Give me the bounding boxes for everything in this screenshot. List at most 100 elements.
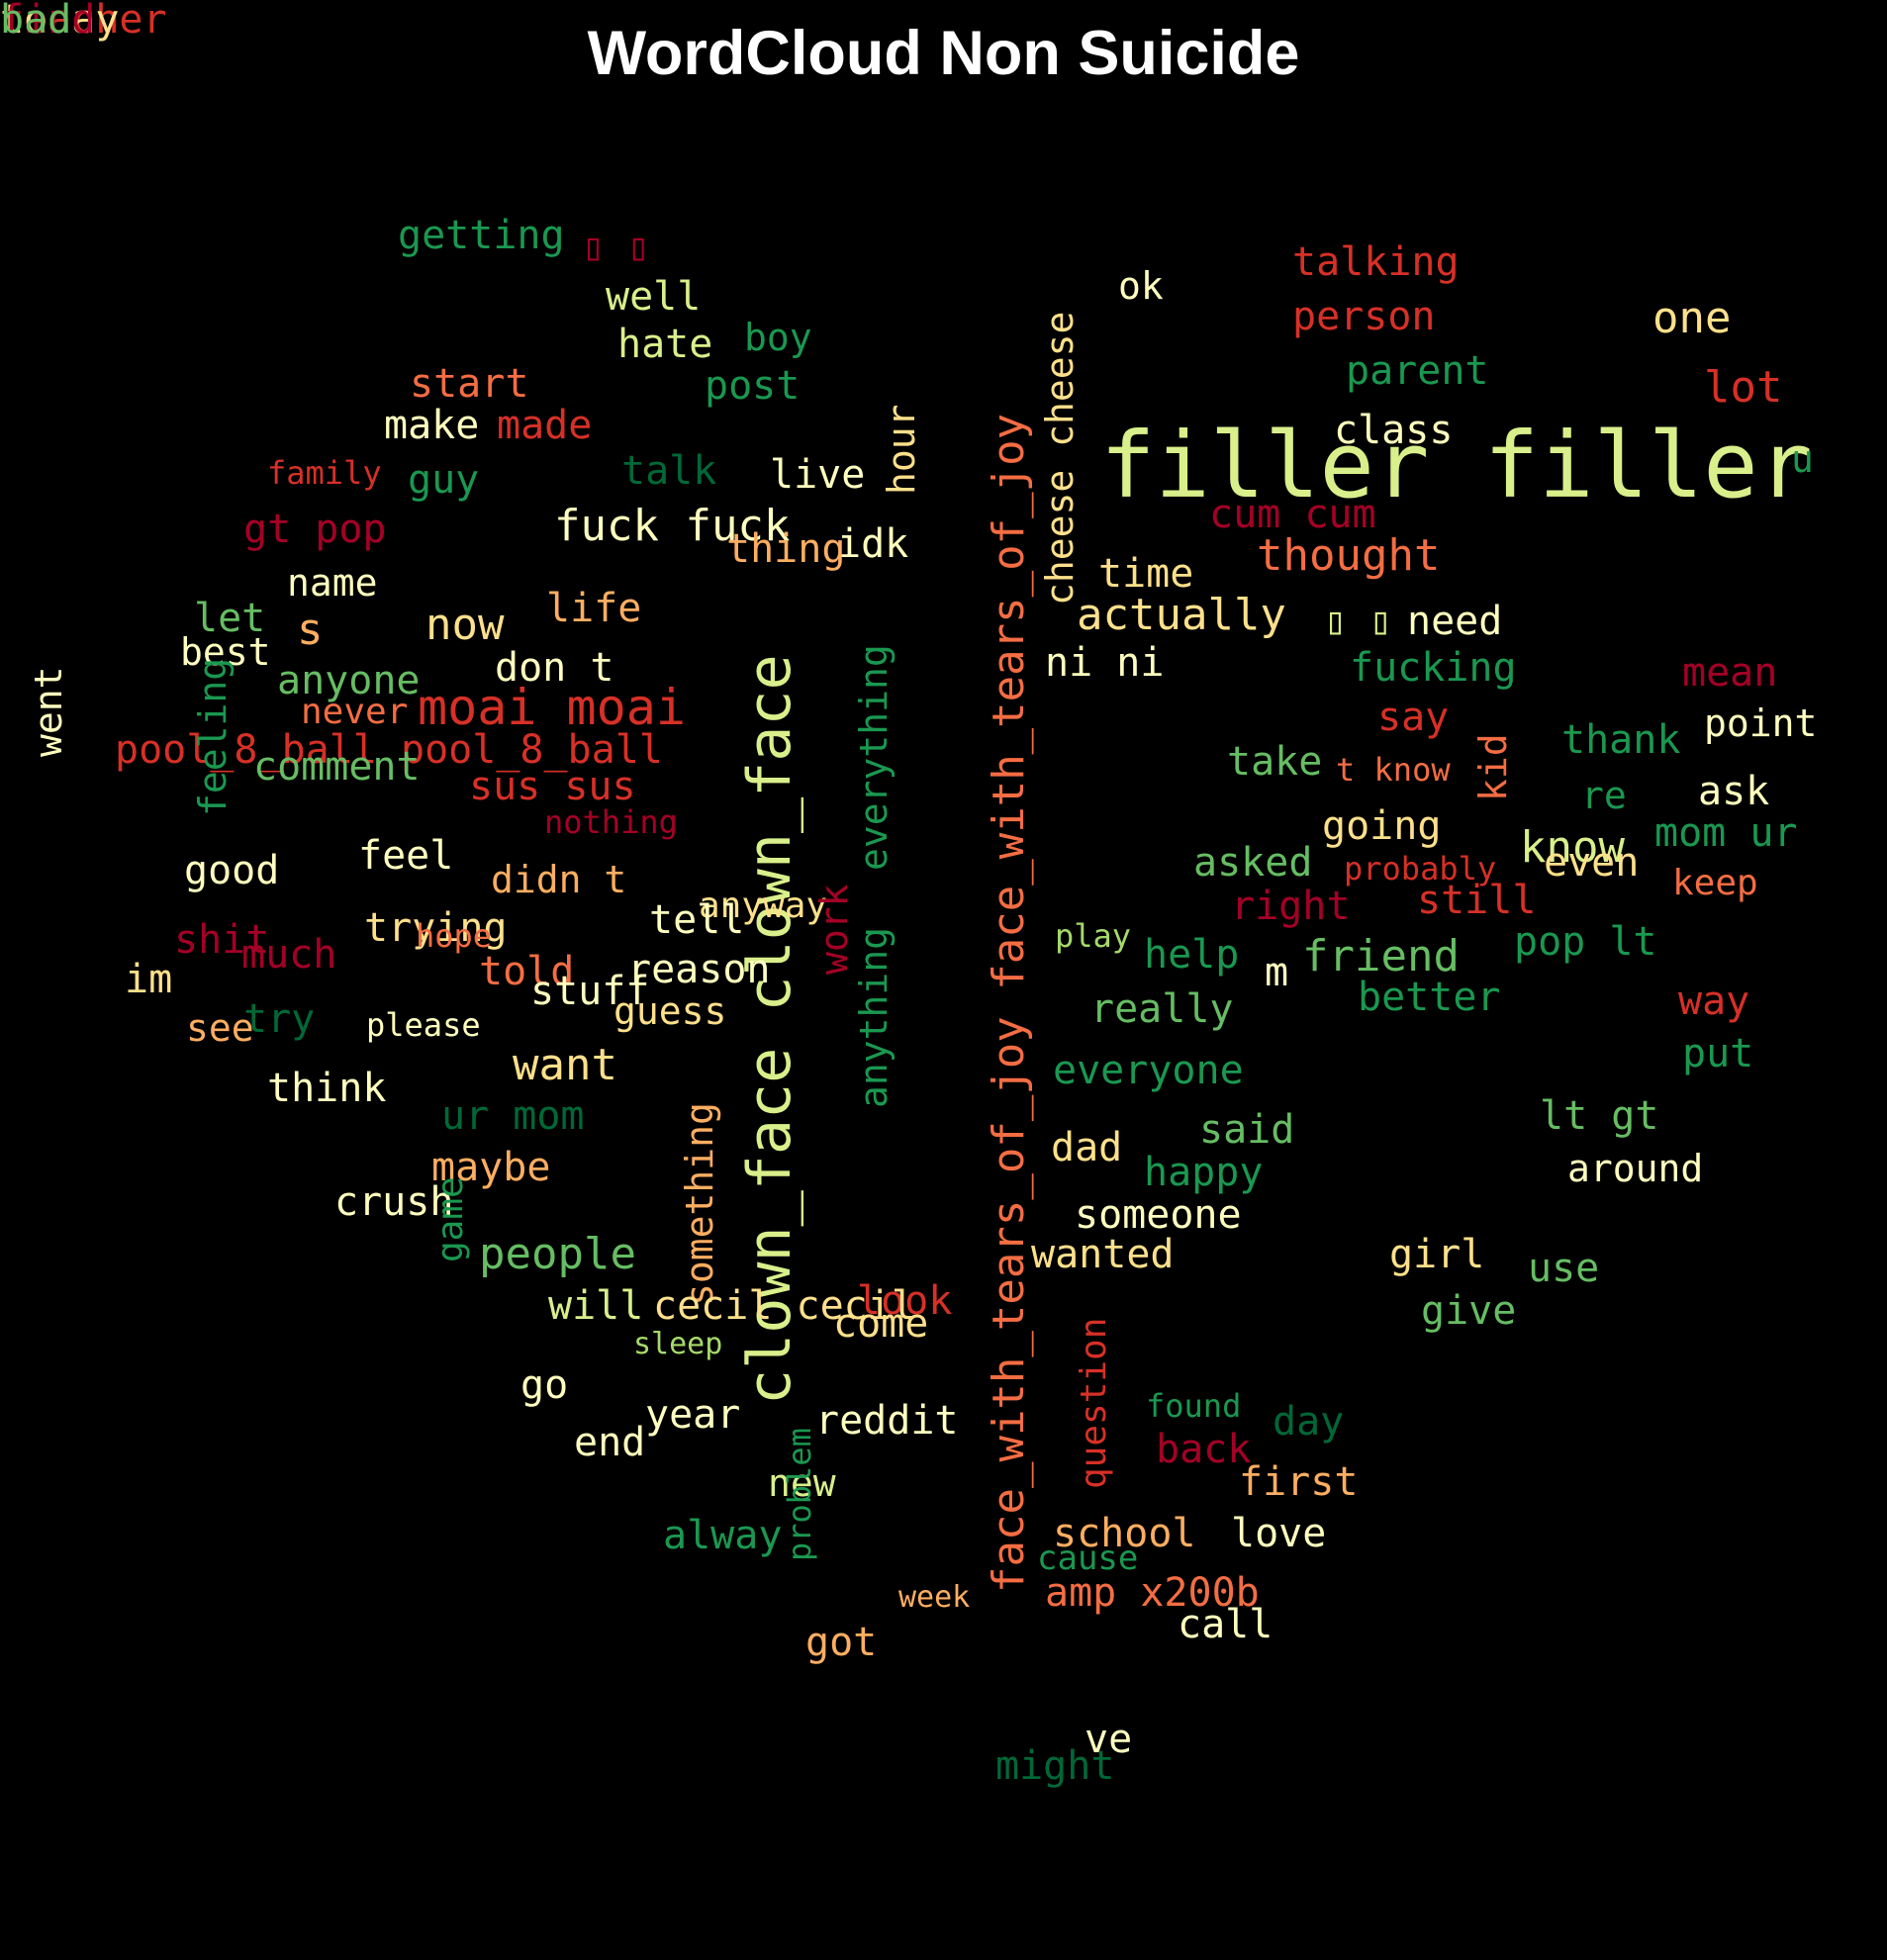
cloud-word: lot <box>1704 362 1783 413</box>
cloud-word: make <box>384 403 480 448</box>
cloud-word: feeling <box>191 657 235 816</box>
cloud-word: actually <box>1077 590 1286 640</box>
cloud-word: s <box>297 605 324 655</box>
cloud-word: gt pop <box>243 507 387 552</box>
cloud-word: ur mom <box>441 1093 585 1139</box>
cloud-word: parent <box>1346 348 1489 394</box>
cloud-word: ask <box>1698 769 1770 814</box>
cloud-word: filler filler <box>1100 413 1814 518</box>
cloud-word: sus sus <box>469 764 636 809</box>
cloud-word: cause <box>1037 1539 1139 1578</box>
cloud-word: give <box>1421 1288 1517 1334</box>
cloud-word: hour <box>880 404 923 495</box>
cloud-word: pop lt <box>1514 919 1657 965</box>
cloud-word: much <box>241 932 337 978</box>
cloud-word: ok <box>1118 264 1164 308</box>
cloud-word: please <box>366 1006 481 1044</box>
cloud-word: comment <box>253 744 421 790</box>
cloud-word: game <box>430 1176 471 1262</box>
cloud-word: cecil cecil <box>653 1283 915 1329</box>
cloud-word: fuck fuck <box>554 501 791 551</box>
cloud-word: talk <box>621 448 717 494</box>
cloud-word: need <box>1407 599 1503 644</box>
cloud-word: reddit <box>815 1398 959 1444</box>
cloud-word: everyone <box>1053 1048 1244 1093</box>
cloud-word: life <box>546 586 642 631</box>
cloud-word: play <box>1055 917 1132 955</box>
cloud-word: fucking <box>1350 645 1517 691</box>
cloud-word: everything <box>852 644 896 871</box>
cloud-word: guess <box>613 989 727 1033</box>
cloud-word: live <box>770 452 866 498</box>
cloud-word: probably <box>1344 850 1497 887</box>
cloud-word: told <box>479 949 575 994</box>
cloud-word: let <box>194 596 266 641</box>
cloud-word: someone <box>1075 1192 1242 1238</box>
cloud-word: today <box>0 0 120 43</box>
cloud-word: reason <box>627 947 771 992</box>
cloud-word: anyone <box>277 658 421 703</box>
cloud-word: didn t <box>491 858 627 901</box>
cloud-word: good <box>184 848 280 893</box>
cloud-word: keep <box>1672 863 1758 903</box>
cloud-word: kid <box>1471 733 1515 801</box>
cloud-word: class <box>1334 408 1454 453</box>
cloud-word: ▯ ▯ <box>1324 599 1392 642</box>
cloud-word: maybe <box>431 1145 551 1190</box>
cloud-word: work <box>812 884 856 975</box>
cloud-word: help <box>1144 932 1240 978</box>
cloud-word: well <box>606 274 702 320</box>
cloud-word: talking <box>1292 239 1460 285</box>
cloud-word: family <box>267 454 382 492</box>
cloud-word: made <box>497 403 593 448</box>
cloud-word: nothing <box>544 803 678 841</box>
cloud-word: never <box>301 692 409 732</box>
cloud-word: way <box>1678 979 1750 1024</box>
cloud-word: getting <box>398 213 565 258</box>
cloud-word: first <box>1239 1459 1359 1505</box>
cloud-word: look <box>857 1278 953 1324</box>
cloud-word: mean <box>1682 650 1778 696</box>
cloud-word: pool_8_ball pool_8_ball <box>115 727 663 773</box>
cloud-word: say <box>1377 695 1450 740</box>
cloud-word: face_with_tears_of_joy face_with_tears_o… <box>984 413 1034 1593</box>
cloud-word: guy <box>408 457 480 503</box>
cloud-word: mom ur <box>1654 810 1798 856</box>
cloud-word: problem <box>781 1428 818 1561</box>
cloud-word: went <box>27 666 70 757</box>
cloud-word: something <box>678 1102 721 1306</box>
cloud-word: trying <box>364 905 508 951</box>
cloud-word: boy <box>744 316 812 359</box>
cloud-word: thank <box>1561 717 1681 763</box>
cloud-word: people <box>479 1229 636 1279</box>
cloud-word: cum cum <box>1209 492 1376 537</box>
cloud-word: one <box>1652 293 1732 343</box>
cloud-word: dad <box>1051 1125 1123 1170</box>
cloud-word: use <box>1528 1246 1600 1291</box>
cloud-word: end <box>574 1420 646 1465</box>
cloud-word: hate <box>617 322 713 367</box>
cloud-word: new <box>768 1461 836 1505</box>
cloud-word: stuff <box>530 969 650 1014</box>
cloud-word: start <box>410 361 529 407</box>
cloud-word: lt gt <box>1540 1093 1659 1139</box>
cloud-word: re <box>1581 774 1627 817</box>
cloud-word: crush <box>334 1179 454 1225</box>
cloud-word: amp x200b <box>1045 1570 1260 1616</box>
cloud-word: call <box>1178 1602 1274 1647</box>
cloud-word: might <box>995 1743 1115 1789</box>
cloud-word: point <box>1704 701 1818 745</box>
cloud-word: alway <box>663 1513 783 1558</box>
cloud-word: teacher <box>0 0 167 43</box>
cloud-word: will <box>548 1283 644 1329</box>
cloud-word: day <box>1273 1399 1345 1445</box>
cloud-word: question <box>1074 1317 1114 1489</box>
cloud-word: thought <box>1257 530 1441 581</box>
cloud-word: want <box>513 1040 617 1090</box>
cloud-word: got <box>805 1620 878 1665</box>
cloud-word: name <box>287 561 378 605</box>
cloud-word: best <box>180 630 271 674</box>
cloud-word: think <box>267 1066 387 1111</box>
cloud-word: person <box>1292 294 1436 339</box>
